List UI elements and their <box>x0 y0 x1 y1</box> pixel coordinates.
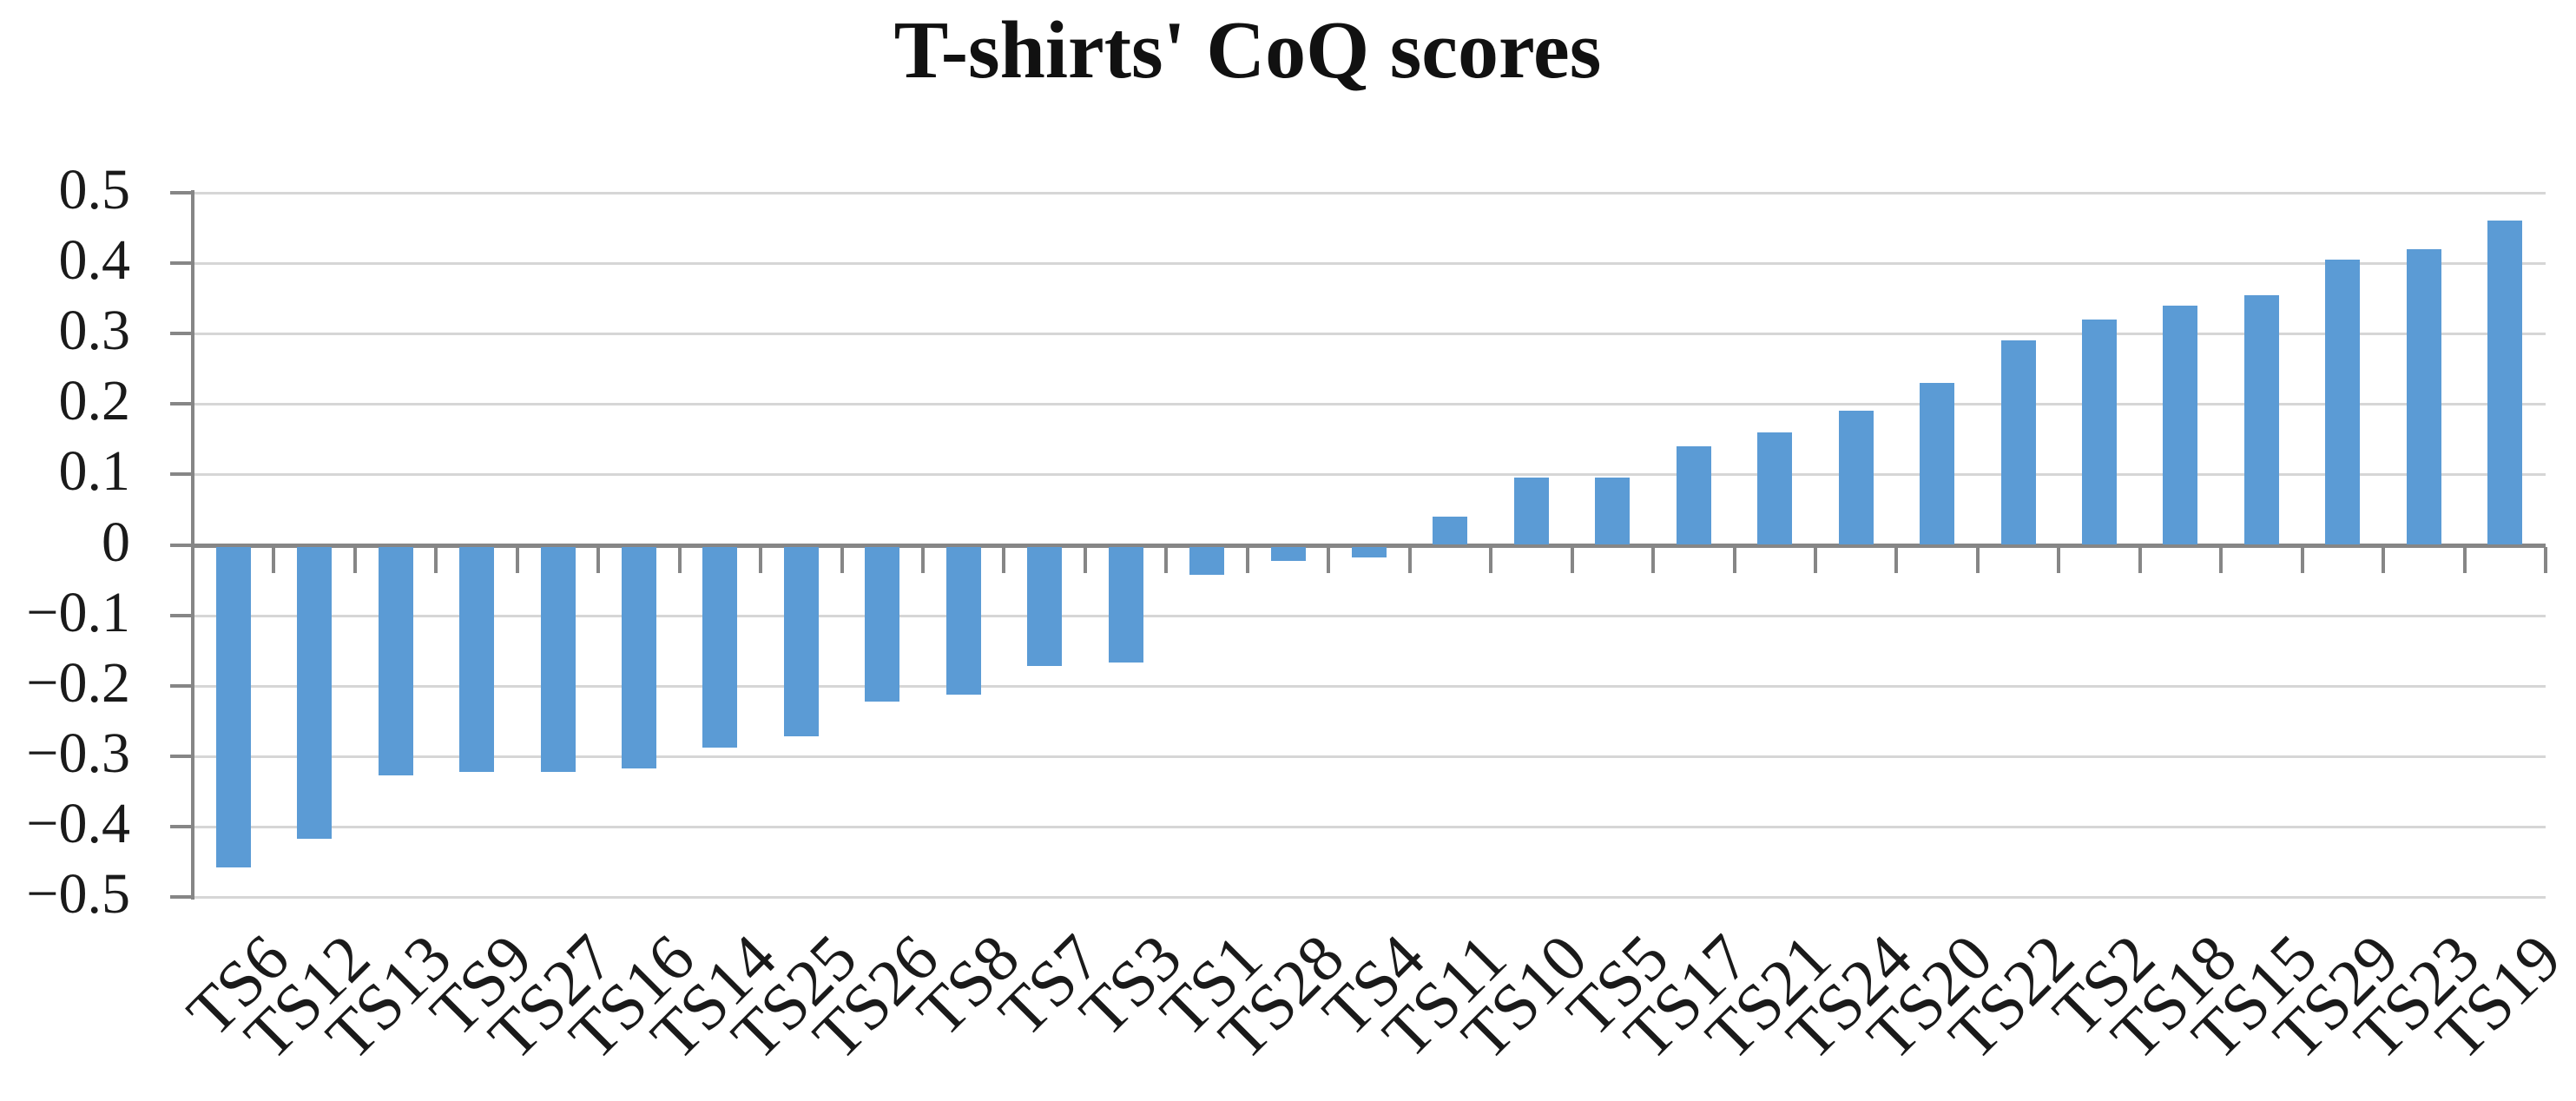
x-axis-tick <box>1489 546 1493 573</box>
bar <box>1595 478 1631 545</box>
bar <box>297 546 333 840</box>
gridline <box>193 333 2546 336</box>
bar <box>2325 260 2361 545</box>
gridline <box>193 473 2546 477</box>
bar <box>1757 432 1793 545</box>
bar <box>1838 411 1874 545</box>
x-axis-tick <box>2462 546 2467 573</box>
gridline <box>193 755 2546 758</box>
bar <box>1433 517 1468 545</box>
bar <box>540 546 576 773</box>
x-axis-tick <box>1245 546 1249 573</box>
x-axis-tick <box>759 546 763 573</box>
bar <box>1676 445 1711 545</box>
gridline <box>193 262 2546 266</box>
bar <box>1352 546 1387 557</box>
y-tick-label: −0.1 <box>26 580 130 644</box>
bar <box>783 546 819 737</box>
bar <box>215 546 251 867</box>
bar <box>1920 382 1955 545</box>
y-axis-tick <box>170 191 193 194</box>
x-axis-tick <box>515 546 519 573</box>
bar <box>621 546 656 768</box>
gridline <box>193 614 2546 617</box>
y-tick-label: −0.2 <box>26 650 130 715</box>
x-axis-tick <box>1002 546 1006 573</box>
x-axis-tick <box>2544 546 2547 573</box>
y-axis-tick <box>170 613 193 617</box>
x-axis-tick <box>1813 546 1817 573</box>
x-axis-tick <box>1083 546 1087 573</box>
x-axis-tick <box>2300 546 2304 573</box>
x-axis-tick <box>191 546 194 573</box>
bar <box>2487 221 2523 545</box>
y-tick-label: −0.3 <box>26 721 130 785</box>
x-axis-tick <box>840 546 844 573</box>
bar <box>2163 305 2198 545</box>
bar <box>945 546 981 695</box>
x-axis-tick <box>596 546 601 573</box>
bar <box>2406 248 2441 545</box>
y-axis-tick <box>170 543 193 547</box>
y-tick-label: 0.4 <box>58 228 131 293</box>
bar <box>1027 546 1063 667</box>
x-axis-tick <box>1894 546 1899 573</box>
gridline <box>193 684 2546 688</box>
gridline <box>193 896 2546 899</box>
y-tick-label: 0 <box>102 510 130 574</box>
y-axis-line <box>191 190 194 900</box>
x-axis-tick <box>1164 546 1169 573</box>
x-axis-tick <box>434 546 438 573</box>
x-axis-tick <box>2057 546 2061 573</box>
x-axis-tick <box>272 546 276 573</box>
y-axis-tick <box>170 332 193 336</box>
x-axis-tick <box>1732 546 1736 573</box>
x-axis-tick <box>921 546 926 573</box>
y-axis-tick <box>170 824 193 828</box>
bar <box>1108 546 1143 663</box>
gridline <box>193 403 2546 406</box>
x-axis-tick <box>1975 546 1980 573</box>
x-axis-tick <box>1407 546 1412 573</box>
y-tick-label: 0.1 <box>58 439 131 504</box>
y-axis-tick <box>170 402 193 406</box>
x-axis-tick <box>677 546 682 573</box>
x-axis-zero-line <box>193 543 2546 548</box>
y-axis-tick <box>170 472 193 477</box>
bar <box>1189 546 1225 575</box>
x-axis-tick <box>2219 546 2224 573</box>
bar <box>378 546 413 776</box>
bar <box>2000 340 2036 545</box>
bar <box>1270 546 1306 561</box>
gridline <box>193 825 2546 828</box>
x-axis-tick <box>1327 546 1331 573</box>
x-axis-tick <box>1651 546 1656 573</box>
gridline <box>193 192 2546 194</box>
bar <box>702 546 738 748</box>
y-axis-tick <box>170 261 193 266</box>
y-tick-label: 0.3 <box>58 299 131 363</box>
y-tick-label: 0.2 <box>58 369 131 433</box>
chart-title: T-shirts' CoQ scores <box>893 5 1602 96</box>
y-tick-label: −0.5 <box>26 861 130 926</box>
y-tick-label: −0.4 <box>26 791 130 855</box>
y-tick-label: 0.5 <box>58 157 131 221</box>
bar <box>2243 294 2279 545</box>
y-axis-tick <box>170 754 193 758</box>
x-axis-tick <box>1570 546 1574 573</box>
bar <box>1513 478 1549 545</box>
x-axis-tick <box>2382 546 2386 573</box>
y-axis-tick <box>170 683 193 688</box>
bar <box>865 546 900 702</box>
x-axis-tick <box>352 546 357 573</box>
y-axis-tick <box>170 895 193 899</box>
x-axis-tick <box>2138 546 2142 573</box>
bar <box>459 546 495 773</box>
bar <box>2082 319 2118 545</box>
